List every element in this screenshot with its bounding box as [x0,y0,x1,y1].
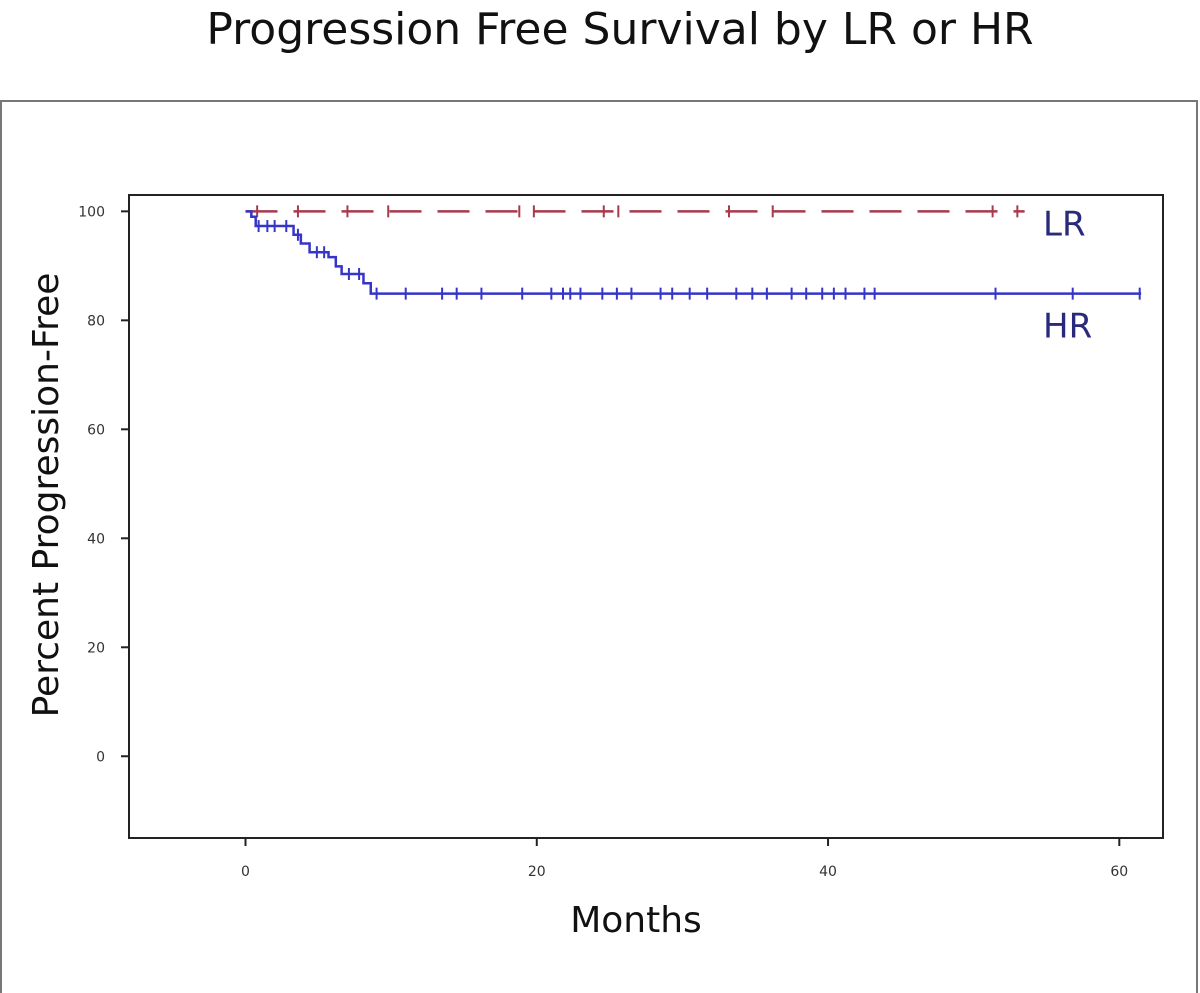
x-tick-label: 0 [241,864,250,880]
y-axis-title: Percent Progression-Free [26,273,67,718]
series-label-lr: LR [1043,204,1086,244]
series-lr: LR [245,204,1086,244]
y-tick-label: 60 [87,422,105,438]
y-tick-label: 20 [87,640,105,656]
x-axis: 0 20 40 60 [241,838,1128,880]
y-tick-label: 0 [96,749,105,765]
chart-title: Progression Free Survival by LR or HR [206,4,1033,55]
plot-area [128,194,1164,839]
y-tick-label: 40 [87,531,105,547]
y-tick-label: 80 [87,313,105,329]
x-tick-label: 60 [1110,864,1128,880]
y-tick-label: 100 [78,204,105,220]
x-tick-label: 40 [819,864,837,880]
figure-frame [0,100,1198,993]
series-layer: LR HR [245,204,1142,347]
x-tick-label: 20 [528,864,546,880]
series-line-hr [245,210,1142,295]
x-axis-title: Months [570,900,702,941]
series-label-hr: HR [1043,307,1092,347]
y-axis: 0 20 40 60 80 100 [78,204,129,765]
series-hr: HR [245,210,1142,347]
